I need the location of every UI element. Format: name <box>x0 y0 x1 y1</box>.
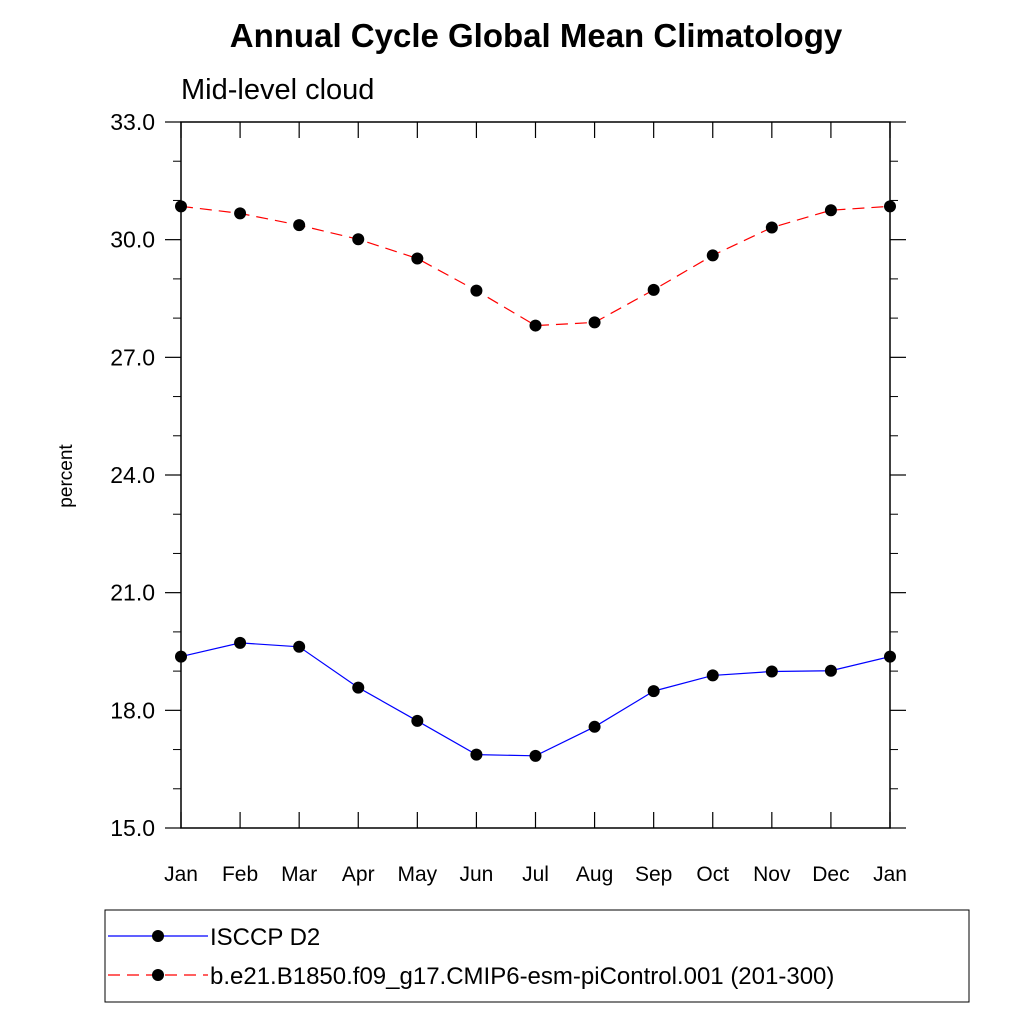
x-tick-label: Jan <box>164 863 198 886</box>
data-point <box>529 319 542 332</box>
data-point <box>647 283 660 296</box>
data-point <box>706 249 719 262</box>
legend-box <box>104 909 970 1003</box>
chart-title: Annual Cycle Global Mean Climatology <box>230 17 843 54</box>
series-lines <box>175 200 896 762</box>
x-tick-label: Apr <box>342 863 375 886</box>
data-point <box>765 221 778 234</box>
data-point <box>352 681 365 694</box>
data-point <box>470 748 483 761</box>
series-line <box>180 205 891 327</box>
y-tick-label: 18.0 <box>110 697 155 723</box>
data-point <box>647 685 660 698</box>
data-point <box>884 650 896 663</box>
plot-frame <box>180 121 891 829</box>
y-tick-label: 30.0 <box>110 227 155 253</box>
y-tick-label: 21.0 <box>110 580 155 606</box>
data-point <box>529 749 542 762</box>
data-point <box>824 204 837 217</box>
data-point <box>234 207 247 220</box>
x-tick-label: Oct <box>696 863 729 886</box>
data-point <box>470 284 483 297</box>
x-tick-label: Nov <box>753 863 791 886</box>
data-point <box>175 200 187 213</box>
data-point <box>293 219 306 232</box>
legend-label: b.e21.B1850.f09_g17.CMIP6-esm-piControl.… <box>210 963 834 990</box>
series-line <box>180 642 891 757</box>
data-point <box>765 665 778 678</box>
y-tick-label: 33.0 <box>110 109 155 135</box>
data-point <box>234 636 247 649</box>
series-1 <box>175 200 896 332</box>
x-tick-label: Jul <box>522 863 549 886</box>
y-tick-label: 24.0 <box>110 462 155 488</box>
y-tick-label: 27.0 <box>110 344 155 370</box>
chart-subtitle: Mid-level cloud <box>181 74 374 106</box>
data-point <box>588 316 601 329</box>
y-tick-label: 15.0 <box>110 815 155 841</box>
data-point <box>293 640 306 653</box>
x-tick-label: Mar <box>281 863 317 886</box>
data-point <box>824 664 837 677</box>
legend-label: ISCCP D2 <box>210 924 320 951</box>
legend-marker <box>152 969 164 981</box>
legend-marker <box>152 930 164 942</box>
x-tick-label: Feb <box>222 863 258 886</box>
data-point <box>411 714 424 727</box>
data-point <box>411 252 424 265</box>
x-tick-label: Aug <box>576 863 613 886</box>
data-point <box>588 720 601 733</box>
x-tick-label: Jan <box>873 863 907 886</box>
data-point <box>175 650 187 663</box>
legend: ISCCP D2 b.e21.B1850.f09_g17.CMIP6-esm-pi… <box>108 924 834 990</box>
x-tick-label: Jun <box>459 863 493 886</box>
data-point <box>884 200 896 213</box>
series-0 <box>175 636 896 762</box>
data-point <box>706 669 719 682</box>
x-tick-label: Dec <box>812 863 849 886</box>
y-axis-label: percent <box>56 444 77 508</box>
data-point <box>352 233 365 246</box>
x-tick-label: Sep <box>635 863 672 886</box>
x-tick-label: May <box>397 863 437 886</box>
axes: 15.0 18.0 21.0 24.0 27.0 30.0 33.0 Jan Feb Mar Apr… <box>110 109 907 886</box>
